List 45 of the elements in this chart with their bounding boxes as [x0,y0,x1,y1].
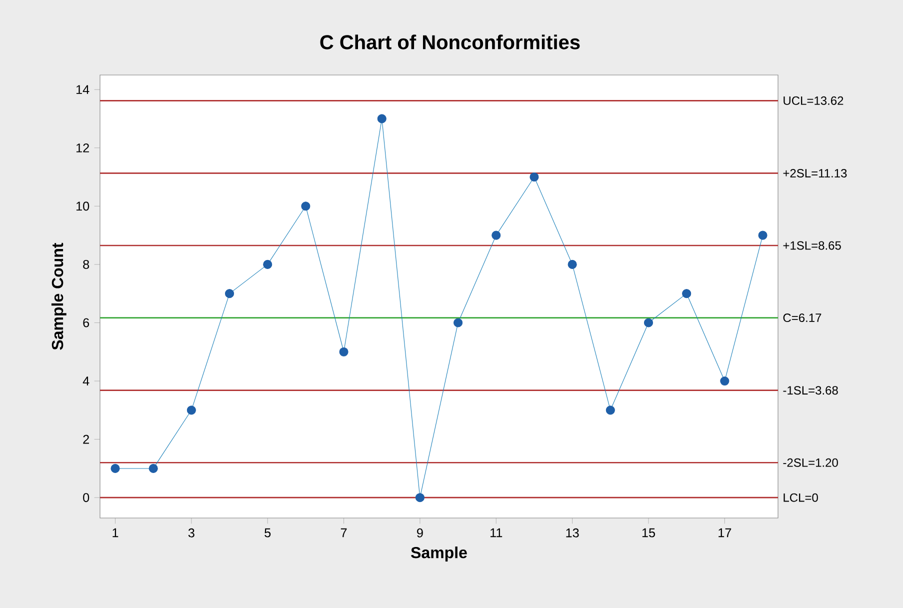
y-tick-label: 10 [76,202,90,211]
point [454,318,463,328]
x-tick-label: 11 [490,528,502,538]
point [415,493,424,502]
x-tick-label: 13 [566,528,579,538]
point [606,406,615,415]
x-tick-label: 7 [340,528,347,538]
y-tick-label: 0 [83,493,90,502]
point [224,289,234,298]
point [682,289,692,298]
point [148,464,158,473]
point [530,172,539,182]
y-tick-label: 8 [83,260,90,269]
chart-title: C Chart of Nonconformities [320,34,580,50]
point [492,230,501,240]
point [263,260,272,269]
point [720,376,730,386]
x-tick-label: 15 [642,528,656,538]
x-tick-label: 3 [188,528,194,538]
ref-line-label: +1SL=8.65 [783,241,841,250]
point [301,202,310,211]
y-tick-label: 12 [76,143,89,152]
x-tick-label: 9 [417,528,423,538]
ref-line-label: +2SL=11.13 [783,168,847,178]
point [339,347,348,356]
point [568,260,577,269]
ref-line-label: -2SL=1.20 [783,458,838,467]
y-tick-label: 4 [82,376,90,386]
x-axis-title: Sample [411,546,467,562]
point [377,114,386,124]
y-axis-title: Sample Count [51,242,66,350]
ref-line-label: UCL=13.62 [784,96,844,105]
ref-line-label: LCL=0 [784,493,818,502]
x-tick-label: 17 [718,528,732,538]
ref-line-label: C=6.17 [783,314,822,322]
y-tick-label: 2 [83,434,89,444]
ref-line-label: -1SL=3.68 [783,386,838,395]
point [186,406,196,415]
x-tick-label: 5 [264,528,271,538]
x-tick-label: 1 [112,528,118,538]
y-tick-label: 6 [83,318,90,328]
point [110,464,120,473]
point [758,230,768,240]
point [644,318,654,328]
y-tick-label: 14 [76,85,90,94]
